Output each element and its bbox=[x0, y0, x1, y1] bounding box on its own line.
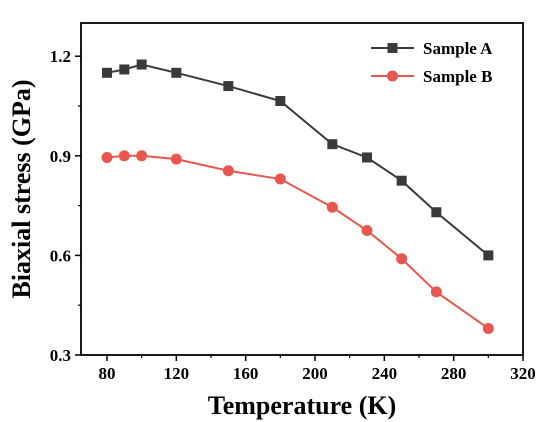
data-point bbox=[483, 250, 494, 261]
data-point bbox=[326, 201, 338, 213]
x-tick-label: 320 bbox=[510, 364, 536, 383]
data-point bbox=[101, 151, 113, 163]
x-tick-label: 200 bbox=[302, 364, 328, 383]
data-point bbox=[274, 173, 286, 185]
y-axis-ticks: 0.3 0.6 0.9 1.2 bbox=[50, 47, 81, 365]
data-point bbox=[136, 59, 147, 70]
series-2 bbox=[101, 150, 494, 334]
x-axis-ticks: 80 120 160 200 240 280 320 bbox=[99, 355, 536, 383]
x-tick-label: 160 bbox=[233, 364, 259, 383]
data-point bbox=[136, 150, 148, 162]
y-tick-label: 0.9 bbox=[50, 147, 71, 166]
legend-label: Sample B bbox=[423, 67, 492, 86]
x-tick-label: 280 bbox=[441, 364, 467, 383]
data-point bbox=[102, 67, 112, 78]
data-point bbox=[171, 67, 182, 78]
legend-marker bbox=[387, 43, 398, 53]
legend-label: Sample A bbox=[423, 39, 493, 58]
series-line bbox=[106, 63, 489, 257]
legend-marker bbox=[387, 70, 398, 82]
legend-item: Sample A bbox=[371, 39, 493, 58]
data-point bbox=[482, 322, 494, 334]
legend-item: Sample B bbox=[371, 67, 492, 86]
series-line bbox=[106, 154, 489, 330]
data-point bbox=[396, 175, 407, 186]
x-tick-label: 80 bbox=[99, 364, 116, 383]
data-point bbox=[430, 286, 442, 298]
data-point bbox=[327, 139, 338, 150]
y-axis-title: Biaxial stress (GPa) bbox=[7, 79, 36, 298]
x-tick-label: 120 bbox=[164, 364, 190, 383]
series-layer bbox=[101, 59, 494, 334]
data-point bbox=[170, 153, 182, 165]
data-point bbox=[119, 64, 130, 75]
y-tick-label: 0.3 bbox=[50, 346, 71, 365]
data-point bbox=[223, 81, 234, 92]
x-tick-label: 240 bbox=[372, 364, 398, 383]
legend: Sample A Sample B bbox=[371, 39, 493, 86]
data-point bbox=[431, 207, 442, 218]
data-point bbox=[275, 96, 286, 107]
x-axis-title: Temperature (K) bbox=[208, 391, 396, 420]
data-point bbox=[362, 152, 372, 163]
y-tick-label: 0.6 bbox=[50, 246, 71, 265]
plot-frame bbox=[80, 22, 524, 356]
y-tick-label: 1.2 bbox=[50, 47, 71, 66]
data-point bbox=[361, 225, 373, 236]
series-1 bbox=[102, 59, 494, 261]
data-point bbox=[118, 150, 130, 162]
data-point bbox=[396, 253, 408, 265]
data-point bbox=[222, 165, 234, 177]
